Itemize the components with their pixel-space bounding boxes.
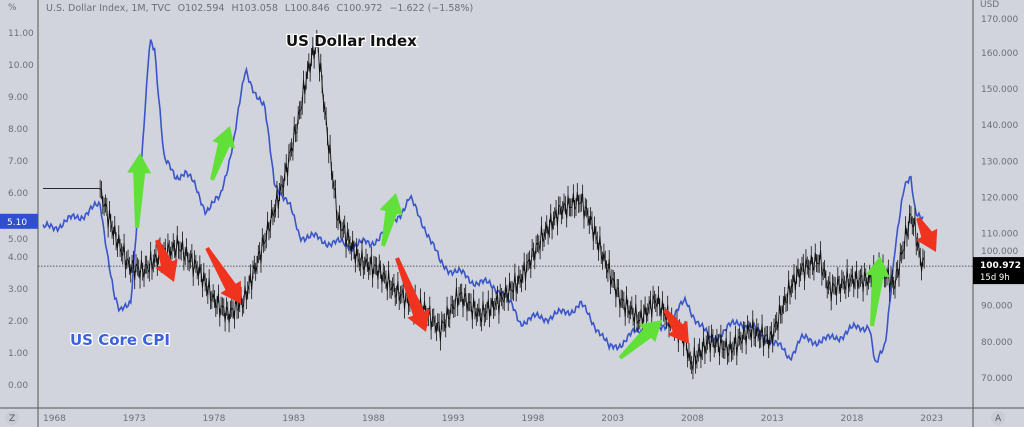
legend-header: U.S. Dollar Index, 1M, TVC O102.594 H103… (46, 3, 477, 14)
left-axis-unit: % (8, 3, 17, 13)
x-tick-label: 2018 (841, 414, 864, 424)
red-down-arrow-icon (205, 247, 241, 304)
left-tick-label: 7.00 (8, 157, 28, 167)
change-value: −1.622 (−1.58%) (389, 3, 474, 14)
right-tick-label: 110.000 (981, 230, 1018, 240)
dxy-annotation: US Dollar Index (286, 32, 417, 50)
left-tick-label: 1.00 (8, 349, 28, 359)
x-tick-label: 1993 (442, 414, 465, 424)
symbol-label: U.S. Dollar Index, 1M, TVC (46, 3, 171, 14)
x-tick-label: 1968 (43, 414, 66, 424)
right-tick-label: 80.000 (981, 338, 1013, 348)
zoom-reset-button[interactable] (5, 411, 19, 425)
left-tick-label: 0.00 (8, 381, 28, 391)
left-tick-label: 10.00 (8, 61, 34, 71)
zoom-button-label: Z (9, 414, 15, 424)
last-cpi-value: 5.10 (7, 218, 27, 228)
right-tick-label: 70.000 (981, 374, 1013, 384)
right-axis-unit: USD (980, 0, 1000, 10)
x-tick-label: 2013 (761, 414, 784, 424)
open-value: O102.594 (177, 3, 225, 14)
right-tick-label: 130.000 (981, 157, 1018, 167)
right-tick-label: 90.000 (981, 302, 1013, 312)
right-tick-label: 140.000 (981, 121, 1018, 131)
low-value: L100.846 (284, 3, 330, 14)
close-value: C100.972 (336, 3, 383, 14)
right-tick-label: 170.000 (981, 15, 1018, 25)
left-tick-label: 2.00 (8, 317, 28, 327)
red-down-arrow-icon (663, 308, 689, 344)
cpi-line (42, 39, 924, 363)
x-tick-label: 1983 (282, 414, 305, 424)
green-up-arrow-icon (127, 153, 152, 229)
red-down-arrow-icon (916, 217, 938, 252)
x-tick-label: 1988 (362, 414, 385, 424)
last-cpi-badge (0, 213, 38, 229)
left-tick-label: 8.00 (8, 125, 28, 135)
last-price-value: 100.972 (980, 261, 1021, 271)
green-up-arrow-icon (379, 193, 403, 247)
dxy-line (43, 37, 925, 371)
x-tick-label: 1978 (203, 414, 226, 424)
left-tick-label: 11.00 (8, 29, 34, 39)
right-tick-label: 160.000 (981, 49, 1018, 59)
left-tick-label: 4.00 (8, 253, 28, 263)
bar-countdown: 15d 9h (980, 273, 1010, 283)
right-tick-label: 150.000 (981, 85, 1018, 95)
auto-scale-label: A (995, 414, 1002, 424)
x-tick-label: 1973 (123, 414, 146, 424)
x-tick-label: 2003 (601, 414, 624, 424)
auto-scale-button[interactable] (991, 411, 1005, 425)
last-price-badge (973, 257, 1024, 285)
green-up-arrow-icon (865, 256, 890, 327)
left-tick-label: 6.00 (8, 189, 28, 199)
x-tick-label: 1998 (522, 414, 545, 424)
green-up-arrow-icon (618, 320, 662, 360)
green-up-arrow-icon (210, 126, 236, 181)
x-tick-label: 2008 (681, 414, 704, 424)
left-tick-label: 9.00 (8, 93, 28, 103)
left-tick-label: 3.00 (8, 285, 28, 295)
right-tick-label: 100.000 (981, 247, 1018, 257)
red-down-arrow-icon (155, 239, 178, 282)
right-tick-label: 120.000 (981, 193, 1018, 203)
high-value: H103.058 (231, 3, 278, 14)
x-tick-label: 2023 (920, 414, 943, 424)
cpi-annotation: US Core CPI (70, 331, 170, 349)
left-tick-label: 5.00 (8, 235, 28, 245)
red-down-arrow-icon (395, 257, 430, 332)
